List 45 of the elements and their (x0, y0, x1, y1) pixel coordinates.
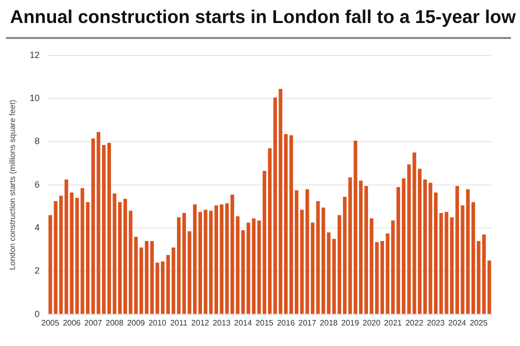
x-tick-label: 2022 (405, 318, 424, 328)
bar (70, 192, 74, 314)
chart-title: Annual construction starts in London fall to a 15-year low (10, 6, 516, 28)
bar (214, 205, 218, 314)
x-tick-label: 2021 (384, 318, 402, 328)
x-tick-label: 2016 (276, 318, 296, 328)
x-tick-label: 2006 (62, 318, 82, 328)
bar (176, 217, 181, 314)
bar (123, 198, 128, 314)
x-tick-label: 2025 (470, 318, 488, 328)
x-tick-label: 2013 (212, 318, 232, 328)
x-tick-label: 2007 (84, 318, 103, 328)
bar (252, 218, 256, 314)
bar (48, 215, 52, 314)
bar (434, 192, 438, 314)
y-tick-label: 6 (34, 179, 40, 190)
bar (86, 202, 90, 314)
bar (380, 241, 384, 314)
x-tick-label: 2012 (191, 318, 210, 328)
y-tick-label: 10 (30, 93, 40, 104)
x-tick-label: 2018 (320, 318, 338, 328)
y-tick-label: 0 (34, 308, 40, 319)
x-tick-label: 2008 (106, 318, 124, 328)
x-tick-label: 2017 (298, 318, 317, 328)
x-tick-label: 2009 (127, 318, 146, 328)
bar (160, 262, 165, 314)
y-tick-label: 2 (34, 266, 40, 276)
y-tick-label: 4 (34, 222, 40, 233)
x-tick-label: 2015 (256, 318, 274, 328)
x-tick-label: 2010 (148, 318, 167, 328)
bar (342, 196, 347, 314)
x-tick-label: 2005 (41, 318, 60, 328)
x-tick-label: 2014 (234, 318, 252, 328)
y-tick-label: 8 (34, 136, 40, 146)
y-axis-title: London construction starts (millions square feet) (8, 99, 18, 270)
bar (418, 168, 422, 314)
x-tick-label: 2020 (362, 318, 381, 328)
x-tick-label: 2019 (341, 318, 360, 328)
x-tick-label: 2024 (448, 318, 467, 328)
bar (289, 135, 294, 314)
y-tick-label: 12 (30, 50, 40, 60)
x-tick-label: 2023 (426, 318, 446, 328)
bar (471, 202, 476, 314)
x-tick-label: 2011 (170, 318, 188, 328)
bar (305, 189, 310, 314)
